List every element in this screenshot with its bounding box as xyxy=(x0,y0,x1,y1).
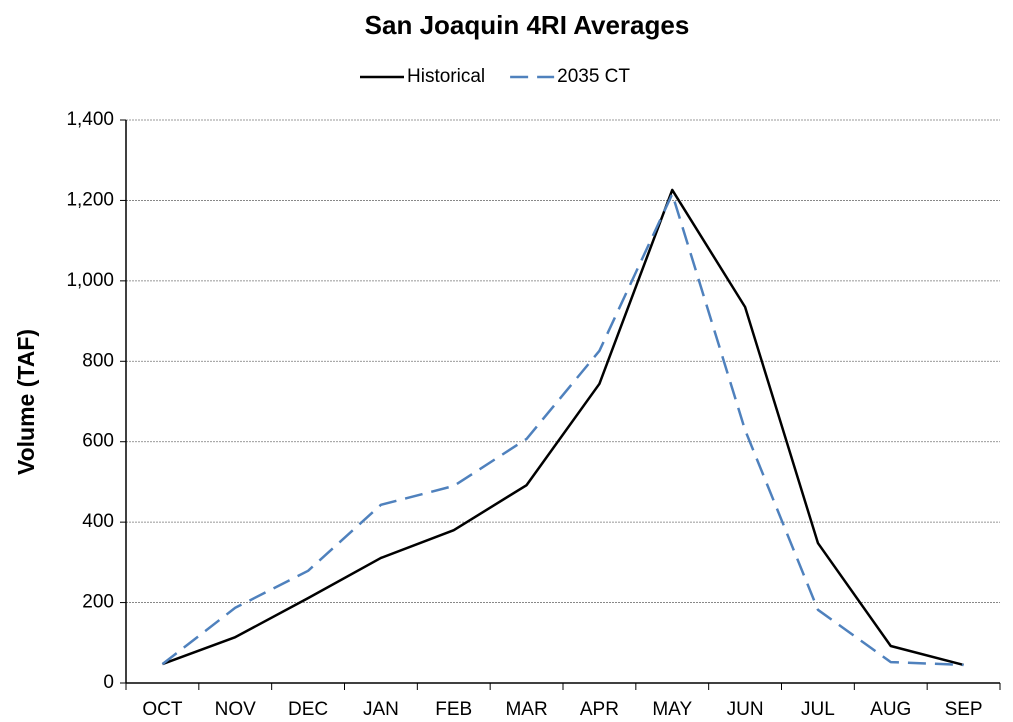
y-tick-label: 200 xyxy=(82,592,114,613)
x-tick-label: NOV xyxy=(215,699,257,720)
x-tick-label: MAR xyxy=(505,699,547,720)
y-tick-label: 400 xyxy=(82,511,114,532)
y-tick-label: 0 xyxy=(103,672,114,693)
y-axis-label: Volume (TAF) xyxy=(13,329,39,475)
y-tick-label: 600 xyxy=(82,431,114,452)
series-line xyxy=(161,188,964,667)
series-line xyxy=(161,192,964,667)
x-tick-label: OCT xyxy=(142,699,183,720)
y-tick-label: 1,000 xyxy=(66,270,114,291)
x-tick-label: DEC xyxy=(288,699,328,720)
x-tick-label: SEP xyxy=(945,699,983,720)
x-tick-label: AUG xyxy=(870,699,911,720)
y-tick-label: 1,200 xyxy=(66,189,114,210)
x-tick-label: JAN xyxy=(363,699,399,720)
x-tick-label: FEB xyxy=(435,699,472,720)
legend-label: 2035 CT xyxy=(557,66,630,87)
legend-label: Historical xyxy=(407,66,485,87)
y-tick-label: 1,400 xyxy=(66,109,114,130)
x-tick-label: JUN xyxy=(727,699,764,720)
x-tick-label: JUL xyxy=(801,699,835,720)
x-tick-label: APR xyxy=(580,699,619,720)
chart-title: San Joaquin 4RI Averages xyxy=(365,10,690,40)
y-tick-label: 800 xyxy=(82,350,114,371)
x-tick-label: MAY xyxy=(652,699,692,720)
